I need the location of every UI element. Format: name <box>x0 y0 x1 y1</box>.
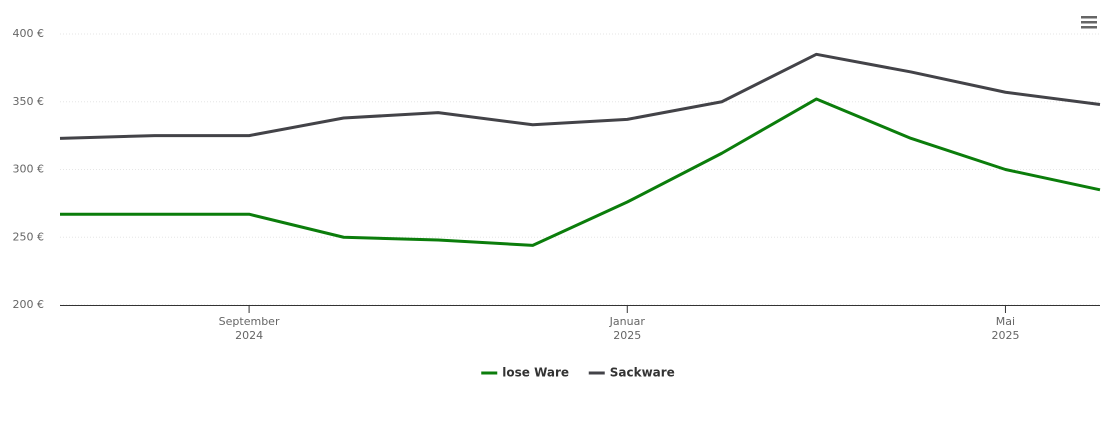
x-tick-label: 2025 <box>991 329 1019 342</box>
x-tick-label: 2024 <box>235 329 263 342</box>
x-tick-label: 2025 <box>613 329 641 342</box>
menu-bar <box>1081 26 1097 29</box>
legend-label: lose Ware <box>502 366 569 380</box>
series-line <box>60 97 1101 247</box>
y-tick-label: 300 € <box>13 163 45 176</box>
x-tick-label: Januar <box>609 315 646 328</box>
y-tick-label: 250 € <box>13 230 45 243</box>
menu-button[interactable] <box>1080 14 1098 30</box>
x-tick-label: Mai <box>996 315 1015 328</box>
legend: lose Ware Sackware <box>481 366 675 380</box>
y-tick-label: 200 € <box>13 298 45 311</box>
menu-bar <box>1081 16 1097 19</box>
legend-label: Sackware <box>610 366 675 380</box>
menu-bar <box>1081 21 1097 24</box>
x-tick-label: September <box>219 315 280 328</box>
y-tick-label: 400 € <box>13 27 45 40</box>
y-tick-label: 350 € <box>13 95 45 108</box>
series-line <box>59 52 1101 140</box>
